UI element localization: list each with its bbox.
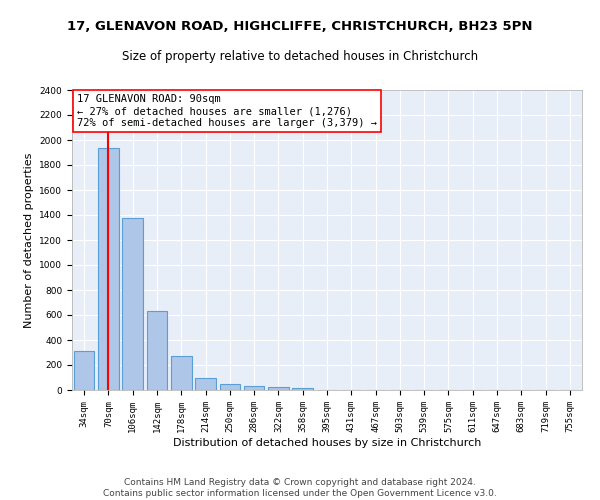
Bar: [171, 356, 191, 390]
Text: Contains HM Land Registry data © Crown copyright and database right 2024.
Contai: Contains HM Land Registry data © Crown c…: [103, 478, 497, 498]
Bar: [122, 218, 143, 390]
Text: 17 GLENAVON ROAD: 90sqm
← 27% of detached houses are smaller (1,276)
72% of semi: 17 GLENAVON ROAD: 90sqm ← 27% of detache…: [77, 94, 377, 128]
X-axis label: Distribution of detached houses by size in Christchurch: Distribution of detached houses by size …: [173, 438, 481, 448]
Y-axis label: Number of detached properties: Number of detached properties: [24, 152, 34, 328]
Bar: [268, 386, 289, 390]
Bar: [244, 386, 265, 390]
Bar: [146, 310, 167, 390]
Bar: [292, 388, 313, 390]
Bar: [220, 384, 240, 390]
Text: Size of property relative to detached houses in Christchurch: Size of property relative to detached ho…: [122, 50, 478, 63]
Bar: [98, 148, 119, 390]
Text: 17, GLENAVON ROAD, HIGHCLIFFE, CHRISTCHURCH, BH23 5PN: 17, GLENAVON ROAD, HIGHCLIFFE, CHRISTCHU…: [67, 20, 533, 33]
Bar: [74, 350, 94, 390]
Bar: [195, 378, 216, 390]
